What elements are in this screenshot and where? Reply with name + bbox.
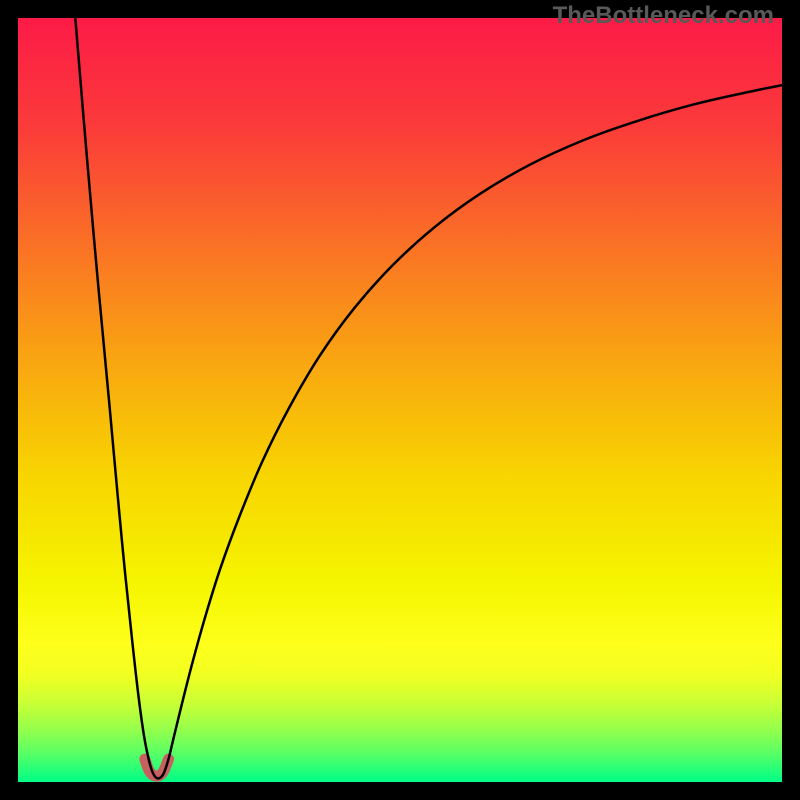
plot-area bbox=[18, 18, 782, 782]
chart-canvas: TheBottleneck.com bbox=[0, 0, 800, 800]
curve-layer bbox=[18, 18, 782, 782]
bottleneck-curve bbox=[75, 18, 782, 779]
